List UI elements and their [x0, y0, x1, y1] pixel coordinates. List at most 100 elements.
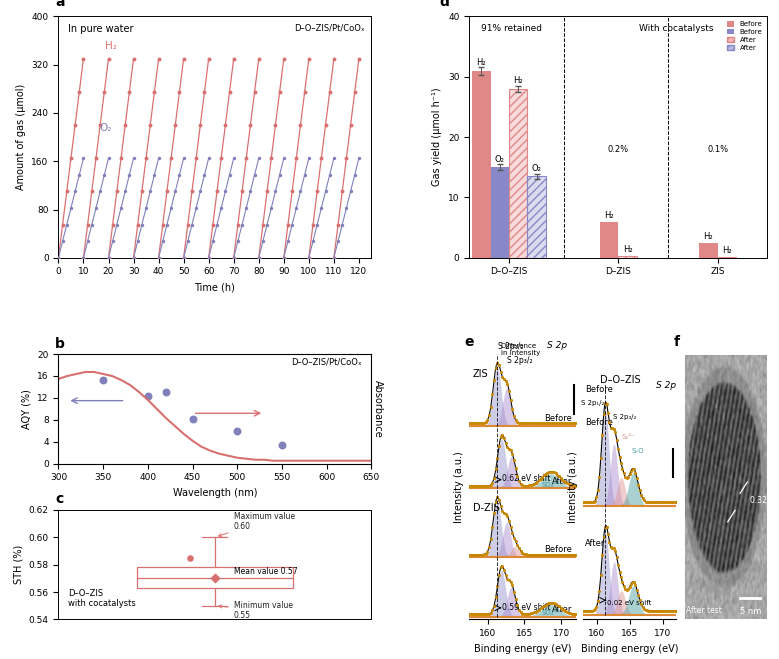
Point [518, 418, 530, 429]
Point [516, 480, 529, 490]
Point [633, 595, 646, 606]
Point [219, 186, 231, 196]
Point [336, 186, 348, 196]
Point [282, 219, 294, 230]
Point [489, 362, 502, 373]
Point [655, 497, 668, 507]
Point [608, 423, 620, 434]
Point [612, 559, 625, 570]
Point [539, 418, 552, 429]
Point [651, 606, 664, 616]
Point [536, 418, 548, 429]
Point [609, 546, 622, 556]
Point [538, 550, 550, 560]
Point [493, 494, 506, 505]
Point [332, 236, 344, 246]
Point [148, 86, 160, 97]
Point [182, 219, 194, 230]
Point [102, 153, 115, 163]
Point [348, 169, 361, 180]
Point [111, 186, 123, 196]
Point [473, 550, 485, 560]
Text: Maximum value
0.60: Maximum value 0.60 [219, 511, 294, 536]
Point [571, 480, 583, 491]
Point [107, 236, 119, 246]
X-axis label: Time (h): Time (h) [195, 282, 235, 292]
Point [566, 608, 578, 619]
Point [589, 496, 601, 506]
Point [658, 606, 671, 616]
Point [561, 418, 573, 429]
Point [502, 444, 515, 454]
Y-axis label: Intensity (a.u.): Intensity (a.u.) [568, 451, 578, 523]
Bar [700, 243, 717, 258]
Point [508, 411, 520, 421]
Point [583, 497, 595, 507]
Point [534, 473, 547, 484]
Point [619, 584, 632, 594]
Point [645, 606, 657, 616]
Point [470, 609, 482, 619]
Point [492, 453, 504, 463]
Text: S 2p₁/₂: S 2p₁/₂ [498, 343, 523, 351]
Point [478, 549, 491, 559]
Point [348, 86, 361, 97]
Text: S 2p₁/₂: S 2p₁/₂ [580, 400, 604, 406]
Point [665, 497, 678, 507]
Point [596, 430, 608, 440]
Point [307, 219, 319, 230]
Point [467, 418, 479, 429]
Point [599, 398, 612, 409]
Point [261, 186, 273, 196]
Point [277, 252, 290, 263]
Point [463, 550, 475, 560]
Point [498, 432, 510, 443]
Text: O₂: O₂ [532, 163, 541, 173]
Point [594, 453, 607, 463]
Text: a: a [55, 0, 65, 9]
Point [523, 550, 535, 560]
Point [573, 418, 585, 429]
Point [569, 609, 582, 619]
Text: H₂: H₂ [722, 246, 731, 255]
Point [549, 599, 562, 610]
Point [463, 418, 475, 429]
Point [77, 252, 90, 263]
Point [184, 552, 196, 563]
Point [486, 521, 499, 532]
Point [562, 479, 575, 490]
Point [638, 604, 650, 614]
Point [533, 418, 545, 429]
Point [73, 86, 86, 97]
Text: D–O–ZIS
with cocatalysts: D–O–ZIS with cocatalysts [68, 589, 136, 608]
Point [518, 609, 530, 619]
Point [543, 418, 555, 429]
Point [470, 418, 482, 429]
Point [157, 219, 169, 230]
Point [493, 360, 506, 370]
Point [551, 470, 563, 480]
Point [498, 564, 510, 575]
Point [531, 418, 544, 429]
Point [231, 236, 244, 246]
Point [483, 480, 495, 491]
Point [672, 606, 685, 616]
Point [486, 477, 499, 488]
Point [119, 120, 132, 130]
Point [615, 458, 627, 469]
Point [626, 463, 639, 474]
Point [632, 479, 644, 490]
Point [594, 569, 607, 580]
Text: H₂: H₂ [703, 232, 714, 241]
Point [601, 521, 613, 532]
Bar [527, 177, 546, 258]
Point [664, 606, 676, 616]
Point [506, 580, 519, 590]
Point [657, 497, 669, 507]
Point [549, 418, 562, 429]
Point [315, 203, 328, 214]
Point [533, 550, 545, 560]
Point [488, 374, 500, 385]
Point [596, 550, 608, 561]
Point [240, 203, 252, 214]
